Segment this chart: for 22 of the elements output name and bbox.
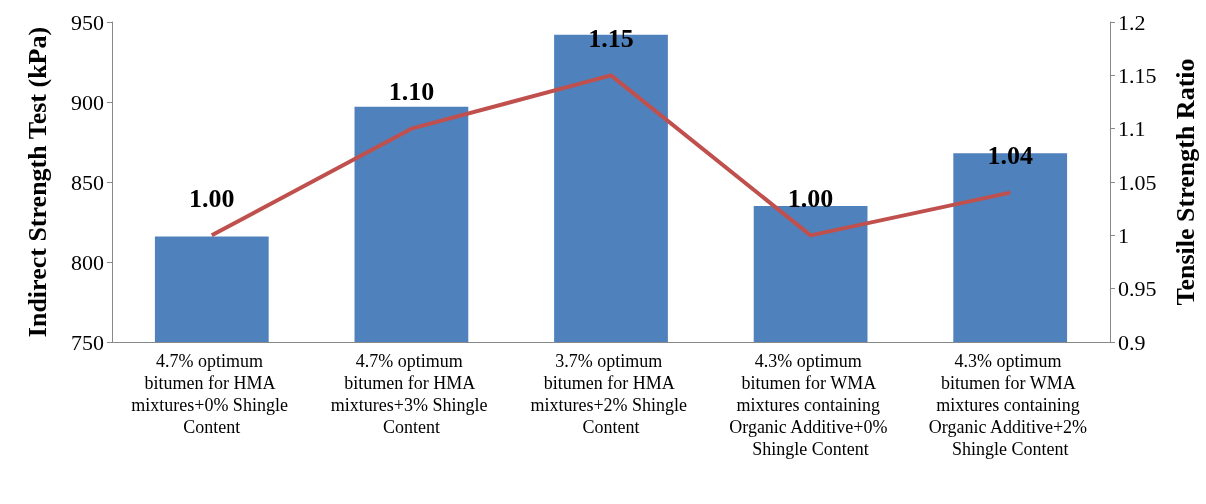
x-tick-label: 4.7% optimum bitumen for HMA mixtures+3% Shingle Content <box>330 351 492 437</box>
x-tick-label: 4.3% optimum bitumen for WMA mixtures containing Organic Additive+2% Shingle Content <box>928 351 1092 459</box>
data-label: 1.10 <box>388 77 435 107</box>
y2-tick-label: 0.95 <box>1118 276 1157 302</box>
x-tick-label: 4.7% optimum bitumen for HMA mixtures+0% Shingle Content <box>131 351 293 437</box>
y-tick-label: 850 <box>71 169 104 195</box>
x-tick-label: 4.3% optimum bitumen for WMA mixtures containing Organic Additive+0% Shingle Content <box>729 351 892 459</box>
y2-tick-label: 0.9 <box>1118 329 1146 355</box>
y-tick-label: 950 <box>71 9 104 35</box>
y2-tick-label: 1 <box>1118 222 1129 248</box>
y-tick-label: 750 <box>71 329 104 355</box>
y2-tick-label: 1.2 <box>1118 9 1146 35</box>
data-label: 1.00 <box>787 183 834 213</box>
y-tick-label: 800 <box>71 249 104 275</box>
y-tick-label: 900 <box>71 89 104 115</box>
x-tick-label: 3.7% optimum bitumen for HMA mixtures+2% Shingle Content <box>530 351 692 437</box>
y2-tick-label: 1.1 <box>1118 116 1146 142</box>
y2-tick-label: 1.05 <box>1118 169 1157 195</box>
y2-tick-label: 1.15 <box>1118 62 1157 88</box>
y2-axis-title: Tensile Strength Ratio <box>1170 58 1200 306</box>
data-label: 1.00 <box>189 183 235 213</box>
y-axis-title: Indirect Strength Test (kPa) <box>22 26 52 338</box>
